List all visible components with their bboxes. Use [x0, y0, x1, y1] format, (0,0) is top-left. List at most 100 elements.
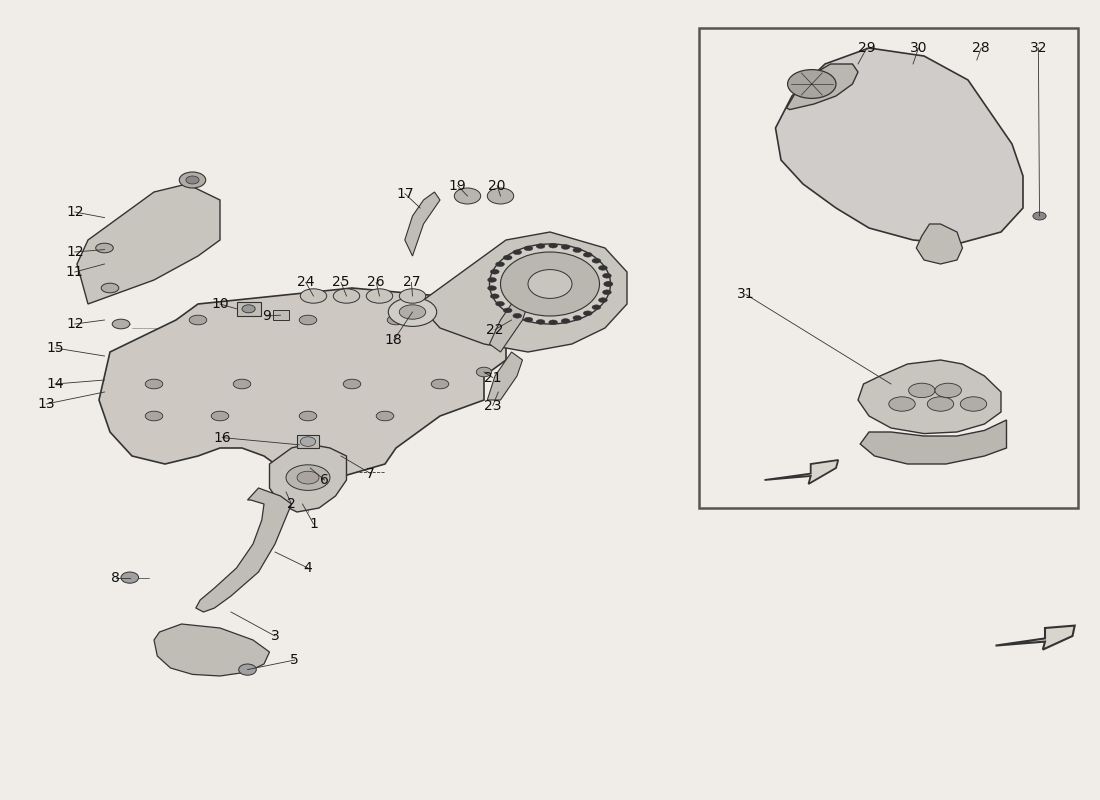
Polygon shape	[99, 288, 506, 480]
Text: 8: 8	[111, 570, 120, 585]
Polygon shape	[270, 444, 346, 512]
Ellipse shape	[487, 278, 496, 282]
Ellipse shape	[233, 379, 251, 389]
Ellipse shape	[242, 305, 255, 313]
Text: 27: 27	[403, 275, 420, 290]
Ellipse shape	[286, 465, 330, 490]
Ellipse shape	[536, 244, 544, 249]
Ellipse shape	[513, 314, 521, 318]
Ellipse shape	[504, 308, 513, 313]
Ellipse shape	[583, 311, 592, 316]
Ellipse shape	[300, 289, 327, 303]
Ellipse shape	[583, 252, 592, 257]
Text: 21: 21	[484, 370, 502, 385]
Text: 28: 28	[972, 41, 990, 55]
Text: 17: 17	[396, 186, 414, 201]
Text: 20: 20	[488, 178, 506, 193]
Ellipse shape	[376, 411, 394, 421]
Ellipse shape	[536, 319, 544, 324]
Text: 26: 26	[367, 275, 385, 290]
Ellipse shape	[491, 270, 499, 274]
Ellipse shape	[490, 244, 610, 324]
Text: 29: 29	[858, 41, 876, 55]
Ellipse shape	[504, 255, 513, 260]
Ellipse shape	[573, 315, 582, 320]
Ellipse shape	[300, 437, 316, 446]
Text: 16: 16	[213, 430, 231, 445]
Polygon shape	[196, 488, 292, 612]
Bar	[698, 28, 1078, 508]
Ellipse shape	[211, 411, 229, 421]
Text: 2: 2	[287, 497, 296, 511]
Text: 10: 10	[211, 297, 229, 311]
Polygon shape	[776, 48, 1023, 244]
Ellipse shape	[561, 245, 570, 250]
Ellipse shape	[604, 282, 613, 286]
Polygon shape	[996, 626, 1075, 650]
Ellipse shape	[513, 250, 521, 254]
Ellipse shape	[487, 188, 514, 204]
Polygon shape	[487, 352, 522, 400]
Polygon shape	[490, 296, 528, 352]
Ellipse shape	[454, 188, 481, 204]
Ellipse shape	[491, 294, 499, 298]
Text: 15: 15	[46, 341, 64, 355]
Ellipse shape	[388, 298, 437, 326]
Polygon shape	[786, 64, 858, 110]
Ellipse shape	[179, 172, 206, 188]
Text: 12: 12	[66, 245, 84, 259]
Ellipse shape	[960, 397, 987, 411]
Text: 30: 30	[910, 41, 927, 55]
Text: 13: 13	[37, 397, 55, 411]
Polygon shape	[77, 184, 220, 304]
Ellipse shape	[121, 572, 139, 583]
Ellipse shape	[399, 305, 426, 319]
Ellipse shape	[496, 302, 505, 306]
Ellipse shape	[524, 318, 532, 322]
Polygon shape	[418, 232, 627, 352]
Ellipse shape	[935, 383, 961, 398]
Text: 6: 6	[320, 473, 329, 487]
Ellipse shape	[549, 320, 558, 325]
Ellipse shape	[524, 246, 532, 250]
Polygon shape	[154, 624, 270, 676]
Ellipse shape	[496, 262, 505, 266]
Ellipse shape	[112, 319, 130, 329]
Ellipse shape	[592, 305, 601, 310]
Ellipse shape	[528, 270, 572, 298]
Text: 25: 25	[332, 275, 350, 290]
Bar	[297, 435, 319, 448]
Text: 5: 5	[290, 653, 299, 667]
Ellipse shape	[476, 367, 492, 377]
Ellipse shape	[561, 318, 570, 323]
Text: 31: 31	[737, 287, 755, 302]
Ellipse shape	[297, 471, 319, 484]
Polygon shape	[764, 460, 838, 484]
Text: 7: 7	[366, 466, 375, 481]
Text: 9: 9	[262, 309, 271, 323]
Ellipse shape	[487, 286, 496, 290]
Ellipse shape	[387, 315, 405, 325]
Text: 12: 12	[66, 205, 84, 219]
Text: 18: 18	[385, 333, 403, 347]
Text: 12: 12	[66, 317, 84, 331]
Ellipse shape	[399, 289, 426, 303]
Ellipse shape	[101, 283, 119, 293]
Ellipse shape	[592, 258, 601, 263]
Ellipse shape	[333, 289, 360, 303]
Text: 11: 11	[66, 265, 84, 279]
Ellipse shape	[343, 379, 361, 389]
Ellipse shape	[889, 397, 915, 411]
Ellipse shape	[239, 664, 256, 675]
Ellipse shape	[909, 383, 935, 398]
Text: 32: 32	[1030, 41, 1047, 55]
Text: 23: 23	[484, 398, 502, 413]
Ellipse shape	[927, 397, 954, 411]
Ellipse shape	[299, 411, 317, 421]
Bar	[273, 310, 289, 320]
Text: 14: 14	[46, 377, 64, 391]
Text: 1: 1	[309, 517, 318, 531]
Ellipse shape	[431, 379, 449, 389]
Ellipse shape	[603, 290, 612, 294]
Text: 24: 24	[297, 275, 315, 290]
